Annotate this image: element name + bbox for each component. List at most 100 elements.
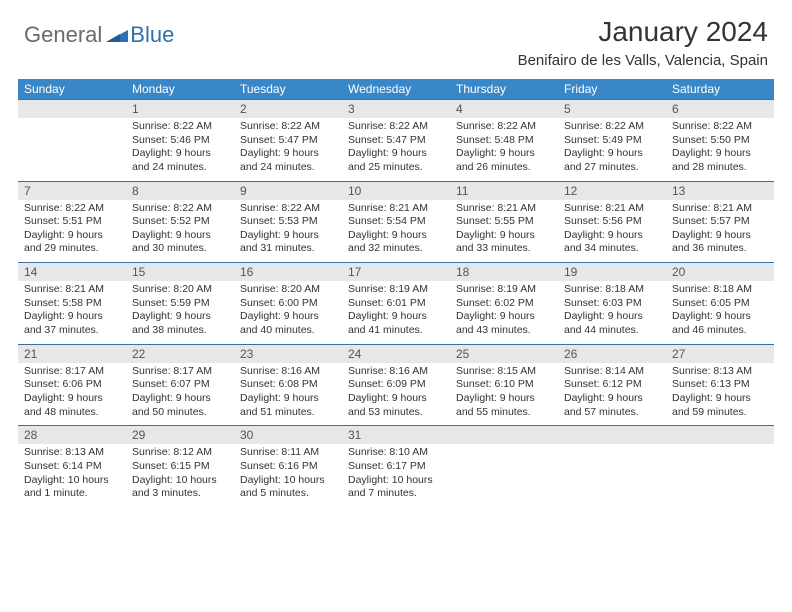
day-header: Tuesday <box>234 79 342 100</box>
day-number: 31 <box>342 426 450 445</box>
day-cell: Sunrise: 8:18 AMSunset: 6:05 PMDaylight:… <box>666 281 774 344</box>
sunset-text: Sunset: 5:52 PM <box>132 215 228 229</box>
daylight-text: Daylight: 9 hours and 59 minutes. <box>672 392 768 419</box>
day-cell: Sunrise: 8:21 AMSunset: 5:56 PMDaylight:… <box>558 200 666 263</box>
sunset-text: Sunset: 5:50 PM <box>672 134 768 148</box>
day-header: Monday <box>126 79 234 100</box>
sunrise-text: Sunrise: 8:20 AM <box>132 283 228 297</box>
sunset-text: Sunset: 6:12 PM <box>564 378 660 392</box>
day-number <box>450 426 558 445</box>
day-content-row: Sunrise: 8:17 AMSunset: 6:06 PM Daylight:… <box>18 363 774 426</box>
day-cell: Sunrise: 8:21 AMSunset: 5:57 PMDaylight:… <box>666 200 774 263</box>
daylight-text: Daylight: 9 hours and 50 minutes. <box>132 392 228 419</box>
sunset-text: Sunset: 6:09 PM <box>348 378 444 392</box>
sunrise-text: Sunrise: 8:16 AM <box>240 365 336 379</box>
day-number: 16 <box>234 263 342 282</box>
day-number: 7 <box>18 181 126 200</box>
sunset-text: Sunset: 5:59 PM <box>132 297 228 311</box>
day-cell: Sunrise: 8:12 AMSunset: 6:15 PMDaylight:… <box>126 444 234 507</box>
day-number-row: 14151617181920 <box>18 263 774 282</box>
day-cell: Sunrise: 8:22 AMSunset: 5:52 PMDaylight:… <box>126 200 234 263</box>
header: General Blue January 2024 Benifairo de l… <box>0 0 792 75</box>
daylight-text: Daylight: 9 hours and 38 minutes. <box>132 310 228 337</box>
sunrise-text: Sunrise: 8:12 AM <box>132 446 228 460</box>
day-number: 12 <box>558 181 666 200</box>
daylight-text: Daylight: 9 hours and 27 minutes. <box>564 147 660 174</box>
day-content-row: Sunrise: 8:21 AMSunset: 5:58 PMDaylight:… <box>18 281 774 344</box>
sunrise-text: Sunrise: 8:21 AM <box>348 202 444 216</box>
title-block: January 2024 Benifairo de les Valls, Val… <box>518 16 768 69</box>
sunset-text: Sunset: 6:15 PM <box>132 460 228 474</box>
day-cell: Sunrise: 8:20 AMSunset: 6:00 PMDaylight:… <box>234 281 342 344</box>
day-number-row: 28293031 <box>18 426 774 445</box>
day-number: 11 <box>450 181 558 200</box>
sunset-text: Sunset: 5:46 PM <box>132 134 228 148</box>
day-content-row: Sunrise: 8:22 AMSunset: 5:46 PMDaylight:… <box>18 118 774 181</box>
day-cell: Sunrise: 8:19 AMSunset: 6:01 PMDaylight:… <box>342 281 450 344</box>
day-cell: Sunrise: 8:19 AMSunset: 6:02 PMDaylight:… <box>450 281 558 344</box>
daylight-text: Daylight: 9 hours and 36 minutes. <box>672 229 768 256</box>
sunrise-text: Sunrise: 8:22 AM <box>24 202 120 216</box>
sunset-text: Sunset: 6:17 PM <box>348 460 444 474</box>
daylight-text: Daylight: 10 hours and 5 minutes. <box>240 474 336 501</box>
sunrise-text: Sunrise: 8:19 AM <box>348 283 444 297</box>
daylight-text: Daylight: 9 hours and 24 minutes. <box>240 147 336 174</box>
sunrise-text: Sunrise: 8:22 AM <box>132 120 228 134</box>
day-number: 1 <box>126 100 234 119</box>
day-number <box>558 426 666 445</box>
day-cell: Sunrise: 8:21 AMSunset: 5:55 PMDaylight:… <box>450 200 558 263</box>
day-number: 15 <box>126 263 234 282</box>
day-content-row: Sunrise: 8:13 AMSunset: 6:14 PMDaylight:… <box>18 444 774 507</box>
sunrise-text: Sunrise: 8:11 AM <box>240 446 336 460</box>
day-number: 8 <box>126 181 234 200</box>
daylight-text: Daylight: 9 hours and 34 minutes. <box>564 229 660 256</box>
daylight-text: Daylight: 9 hours and 44 minutes. <box>564 310 660 337</box>
daylight-text: Daylight: 9 hours and 46 minutes. <box>672 310 768 337</box>
day-cell: Sunrise: 8:16 AMSunset: 6:09 PMDaylight:… <box>342 363 450 426</box>
sunset-text: Sunset: 5:54 PM <box>348 215 444 229</box>
day-cell: Sunrise: 8:22 AMSunset: 5:47 PMDaylight:… <box>342 118 450 181</box>
day-number: 27 <box>666 344 774 363</box>
day-number: 5 <box>558 100 666 119</box>
day-header: Sunday <box>18 79 126 100</box>
daylight-text: Daylight: 9 hours and 41 minutes. <box>348 310 444 337</box>
sunrise-text: Sunrise: 8:13 AM <box>672 365 768 379</box>
day-number: 29 <box>126 426 234 445</box>
day-number: 26 <box>558 344 666 363</box>
daylight-text: Daylight: 9 hours and 30 minutes. <box>132 229 228 256</box>
daylight-text: Daylight: 9 hours and 29 minutes. <box>24 229 120 256</box>
sunrise-text: Sunrise: 8:21 AM <box>564 202 660 216</box>
day-number-row: 78910111213 <box>18 181 774 200</box>
sunrise-text: Sunrise: 8:22 AM <box>456 120 552 134</box>
daylight-text: Daylight: 9 hours and 43 minutes. <box>456 310 552 337</box>
daylight-text: Daylight: 10 hours and 3 minutes. <box>132 474 228 501</box>
sunrise-text: Sunrise: 8:22 AM <box>132 202 228 216</box>
sunset-text: Sunset: 6:00 PM <box>240 297 336 311</box>
day-number: 13 <box>666 181 774 200</box>
sunrise-text: Sunrise: 8:21 AM <box>456 202 552 216</box>
sunrise-text: Sunrise: 8:19 AM <box>456 283 552 297</box>
day-cell: Sunrise: 8:22 AMSunset: 5:53 PMDaylight:… <box>234 200 342 263</box>
sunset-text: Sunset: 5:47 PM <box>240 134 336 148</box>
day-cell: Sunrise: 8:11 AMSunset: 6:16 PMDaylight:… <box>234 444 342 507</box>
sunset-text: Sunset: 5:58 PM <box>24 297 120 311</box>
sunrise-text: Sunrise: 8:22 AM <box>564 120 660 134</box>
sunset-text: Sunset: 6:14 PM <box>24 460 120 474</box>
sunrise-text: Sunrise: 8:18 AM <box>672 283 768 297</box>
day-number: 6 <box>666 100 774 119</box>
day-number: 4 <box>450 100 558 119</box>
day-cell <box>558 444 666 507</box>
logo-triangle-icon <box>106 24 128 47</box>
sunrise-text: Sunrise: 8:22 AM <box>348 120 444 134</box>
day-cell: Sunrise: 8:20 AMSunset: 5:59 PMDaylight:… <box>126 281 234 344</box>
sunrise-text: Sunrise: 8:10 AM <box>348 446 444 460</box>
sunrise-text: Sunrise: 8:17 AM <box>24 365 120 379</box>
sunset-text: Sunset: 6:13 PM <box>672 378 768 392</box>
daylight-text: Daylight: 9 hours and 57 minutes. <box>564 392 660 419</box>
sunset-text: Sunset: 6:06 PM <box>24 378 120 392</box>
day-cell: Sunrise: 8:21 AMSunset: 5:58 PMDaylight:… <box>18 281 126 344</box>
day-number: 28 <box>18 426 126 445</box>
day-cell: Sunrise: 8:14 AMSunset: 6:12 PMDaylight:… <box>558 363 666 426</box>
daylight-text: Daylight: 9 hours and 37 minutes. <box>24 310 120 337</box>
daylight-text: Daylight: 9 hours and 26 minutes. <box>456 147 552 174</box>
